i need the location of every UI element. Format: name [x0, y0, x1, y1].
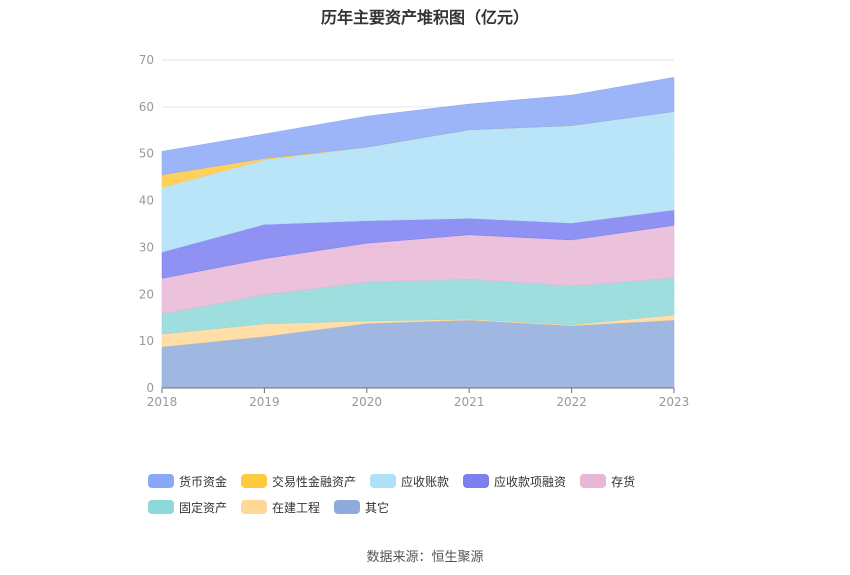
- x-tick-label: 2023: [659, 395, 690, 409]
- legend-item[interactable]: 在建工程: [241, 498, 320, 516]
- x-tick-label: 2022: [556, 395, 587, 409]
- y-tick-label: 70: [139, 53, 154, 67]
- legend-swatch: [580, 474, 607, 488]
- legend-label: 存货: [611, 474, 636, 489]
- legend-label: 应收款项融资: [494, 474, 567, 489]
- legend-label: 交易性金融资产: [272, 474, 357, 489]
- legend-label: 在建工程: [272, 500, 321, 515]
- legend-swatch: [241, 500, 268, 514]
- x-tick-label: 2020: [352, 395, 383, 409]
- legend-item[interactable]: 交易性金融资产: [241, 472, 356, 490]
- legend-swatch: [148, 474, 174, 488]
- x-tick-label: 2018: [147, 395, 178, 409]
- legend-swatch: [334, 500, 361, 514]
- y-tick-label: 0: [146, 381, 154, 395]
- y-tick-label: 30: [139, 240, 154, 254]
- legend-label: 固定资产: [179, 500, 228, 515]
- x-tick-label: 2019: [249, 395, 280, 409]
- area-货币资金: [161, 77, 675, 176]
- legend-swatch: [241, 474, 268, 488]
- chart-title: 历年主要资产堆积图（亿元）: [320, 8, 529, 27]
- legend-swatch: [463, 474, 490, 488]
- legend-item[interactable]: 货币资金: [148, 472, 227, 490]
- legend-item[interactable]: 其它: [334, 498, 389, 516]
- legend: 货币资金 交易性金融资产 应收账款 应收款项融资 存货固定资产 在建工程 其它: [148, 472, 728, 524]
- y-tick-label: 50: [139, 147, 154, 161]
- legend-item[interactable]: 固定资产: [148, 498, 227, 516]
- y-tick-label: 60: [139, 100, 154, 114]
- data-source: 数据来源：恒生聚源: [366, 550, 484, 565]
- axes: 0 10 20 30 40 50 60 70 2018 2019 2020 2021 2022 2023: [139, 53, 690, 409]
- legend-swatch: [148, 500, 174, 514]
- legend-label: 其它: [365, 500, 390, 515]
- area-series: [161, 77, 675, 389]
- y-tick-label: 20: [139, 287, 154, 301]
- legend-item[interactable]: 应收款项融资: [463, 472, 566, 490]
- legend-label: 货币资金: [179, 474, 228, 489]
- legend-item[interactable]: 应收账款: [370, 472, 449, 490]
- legend-swatch: [370, 474, 397, 488]
- legend-item[interactable]: 存货: [580, 472, 635, 490]
- x-tick-label: 2021: [454, 395, 485, 409]
- y-tick-label: 40: [139, 194, 154, 208]
- legend-label: 应收账款: [401, 474, 450, 489]
- y-tick-label: 10: [139, 334, 154, 348]
